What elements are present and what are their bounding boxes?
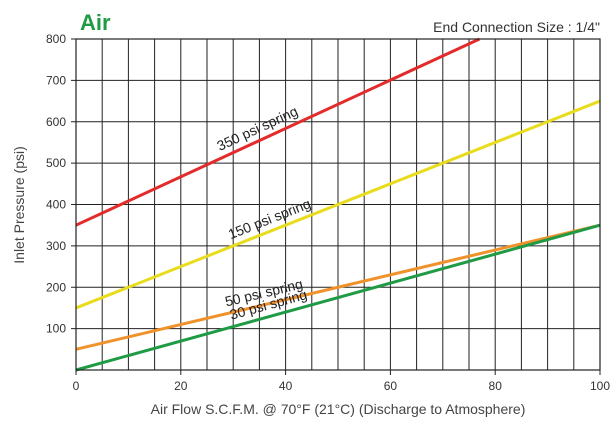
chart-title: Air <box>80 10 111 35</box>
x-tick-label: 0 <box>73 379 80 393</box>
x-axis-label: Air Flow S.C.F.M. @ 70°F (21°C) (Dischar… <box>151 401 526 417</box>
y-tick-label: 700 <box>46 73 66 87</box>
x-tick-label: 20 <box>174 379 188 393</box>
x-tick-label: 80 <box>489 379 503 393</box>
chart-subtitle: End Connection Size : 1/4" <box>433 19 600 35</box>
y-tick-label: 200 <box>46 280 66 294</box>
y-tick-label: 100 <box>46 322 66 336</box>
y-tick-label: 400 <box>46 198 66 212</box>
y-tick-label: 300 <box>46 239 66 253</box>
y-tick-label: 800 <box>46 32 66 46</box>
series-line <box>75 37 481 227</box>
axes <box>71 38 601 375</box>
x-tick-label: 40 <box>279 379 293 393</box>
series-line <box>75 99 601 310</box>
x-tick-label: 60 <box>384 379 398 393</box>
series-line <box>75 223 601 351</box>
y-tick-label: 600 <box>46 115 66 129</box>
y-tick-label: 500 <box>46 156 66 170</box>
series-line <box>75 223 601 372</box>
y-axis-label: Inlet Pressure (psi) <box>11 146 27 263</box>
series-group <box>75 37 601 372</box>
x-tick-label: 100 <box>590 379 610 393</box>
tick-labels: 0 20 40 60 80 100 100 200 300 400 500 600 700 800 <box>46 32 610 393</box>
